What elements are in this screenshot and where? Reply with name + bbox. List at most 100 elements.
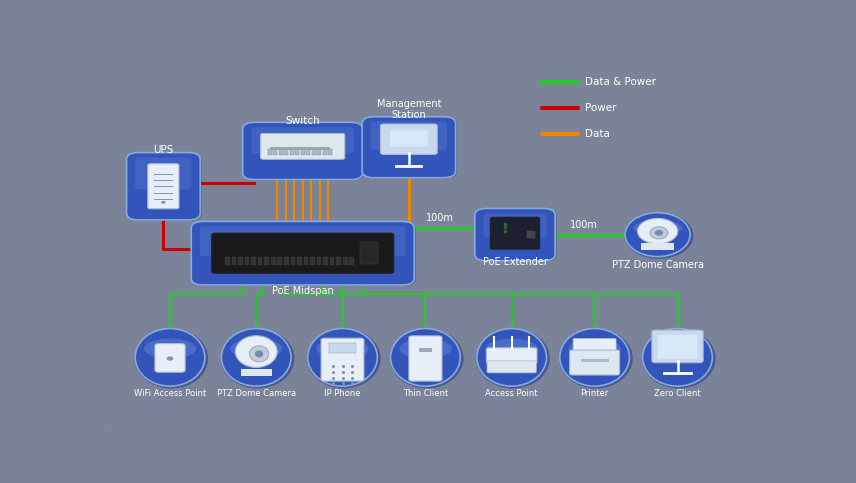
Ellipse shape — [221, 328, 294, 388]
Bar — [270, 147, 330, 150]
Ellipse shape — [651, 339, 704, 359]
Ellipse shape — [135, 328, 205, 386]
Bar — [265, 256, 269, 265]
Text: Switch: Switch — [285, 115, 320, 126]
Text: PoE Midspan: PoE Midspan — [272, 286, 334, 297]
Bar — [258, 256, 263, 265]
FancyBboxPatch shape — [569, 350, 620, 375]
Text: PoE Extender: PoE Extender — [483, 257, 548, 267]
FancyBboxPatch shape — [193, 222, 415, 286]
Text: Management
Station: Management Station — [377, 99, 441, 120]
Ellipse shape — [307, 328, 377, 386]
Bar — [273, 149, 277, 155]
Bar — [330, 256, 335, 265]
FancyBboxPatch shape — [390, 130, 428, 147]
Bar — [297, 256, 301, 265]
FancyBboxPatch shape — [364, 117, 457, 178]
Text: PTZ Dome Camera: PTZ Dome Camera — [217, 389, 296, 398]
Text: 100m: 100m — [570, 220, 598, 230]
Text: Data & Power: Data & Power — [585, 77, 656, 87]
Text: 100m: 100m — [426, 213, 454, 224]
FancyBboxPatch shape — [252, 127, 354, 154]
FancyBboxPatch shape — [128, 154, 201, 221]
Ellipse shape — [317, 339, 369, 359]
Bar — [241, 369, 271, 376]
Ellipse shape — [249, 346, 269, 362]
Text: Access Point: Access Point — [485, 389, 538, 398]
Bar — [329, 343, 356, 353]
FancyBboxPatch shape — [242, 122, 363, 180]
FancyBboxPatch shape — [362, 117, 455, 178]
FancyBboxPatch shape — [475, 208, 556, 261]
Bar — [289, 149, 294, 155]
Bar — [278, 149, 282, 155]
FancyBboxPatch shape — [487, 361, 537, 373]
FancyBboxPatch shape — [211, 233, 394, 273]
Bar — [245, 256, 249, 265]
Text: UPS: UPS — [153, 144, 174, 155]
Bar — [527, 231, 535, 238]
FancyBboxPatch shape — [409, 336, 442, 381]
FancyBboxPatch shape — [191, 221, 414, 285]
Text: Zero Client: Zero Client — [654, 389, 701, 398]
FancyBboxPatch shape — [476, 209, 556, 262]
Ellipse shape — [655, 230, 663, 236]
Text: Thin Client: Thin Client — [403, 389, 448, 398]
Ellipse shape — [307, 328, 381, 388]
Ellipse shape — [633, 220, 682, 236]
FancyBboxPatch shape — [260, 133, 345, 159]
FancyBboxPatch shape — [321, 338, 364, 381]
Bar — [419, 348, 432, 352]
Bar — [324, 256, 328, 265]
FancyBboxPatch shape — [657, 335, 698, 359]
Bar — [232, 256, 236, 265]
Bar — [306, 149, 310, 155]
FancyBboxPatch shape — [155, 343, 185, 372]
Ellipse shape — [167, 356, 174, 361]
Bar — [310, 256, 315, 265]
Bar — [225, 256, 229, 265]
Text: IP Phone: IP Phone — [324, 389, 360, 398]
Bar — [284, 149, 288, 155]
FancyBboxPatch shape — [652, 330, 703, 363]
Ellipse shape — [568, 339, 621, 359]
Bar — [360, 242, 378, 264]
Bar — [329, 149, 332, 155]
Ellipse shape — [222, 328, 291, 386]
Ellipse shape — [650, 227, 668, 239]
Ellipse shape — [642, 328, 716, 388]
Ellipse shape — [477, 328, 546, 386]
Bar — [580, 359, 609, 362]
Bar — [295, 149, 299, 155]
FancyBboxPatch shape — [490, 217, 539, 249]
Bar — [270, 256, 276, 265]
Text: Power: Power — [585, 103, 616, 113]
Ellipse shape — [255, 351, 264, 357]
Bar — [336, 256, 341, 265]
Bar — [641, 243, 674, 250]
Bar — [238, 256, 243, 265]
FancyBboxPatch shape — [148, 164, 179, 209]
Text: WiFi Access Point: WiFi Access Point — [134, 389, 206, 398]
Bar — [312, 149, 316, 155]
FancyBboxPatch shape — [127, 153, 200, 220]
Ellipse shape — [230, 339, 282, 359]
FancyBboxPatch shape — [199, 226, 406, 256]
Bar — [268, 149, 271, 155]
Ellipse shape — [485, 339, 538, 359]
Text: PTZ Dome Camera: PTZ Dome Camera — [612, 260, 704, 270]
Bar — [284, 256, 288, 265]
Text: Printer: Printer — [580, 389, 609, 398]
Ellipse shape — [559, 328, 633, 388]
Bar — [349, 256, 354, 265]
Ellipse shape — [643, 328, 712, 386]
Ellipse shape — [560, 328, 629, 386]
FancyBboxPatch shape — [371, 122, 447, 150]
Ellipse shape — [134, 328, 208, 388]
Bar — [323, 149, 327, 155]
Ellipse shape — [476, 328, 550, 388]
Bar — [304, 256, 308, 265]
FancyBboxPatch shape — [486, 348, 537, 363]
FancyBboxPatch shape — [574, 339, 616, 355]
FancyBboxPatch shape — [484, 213, 546, 238]
